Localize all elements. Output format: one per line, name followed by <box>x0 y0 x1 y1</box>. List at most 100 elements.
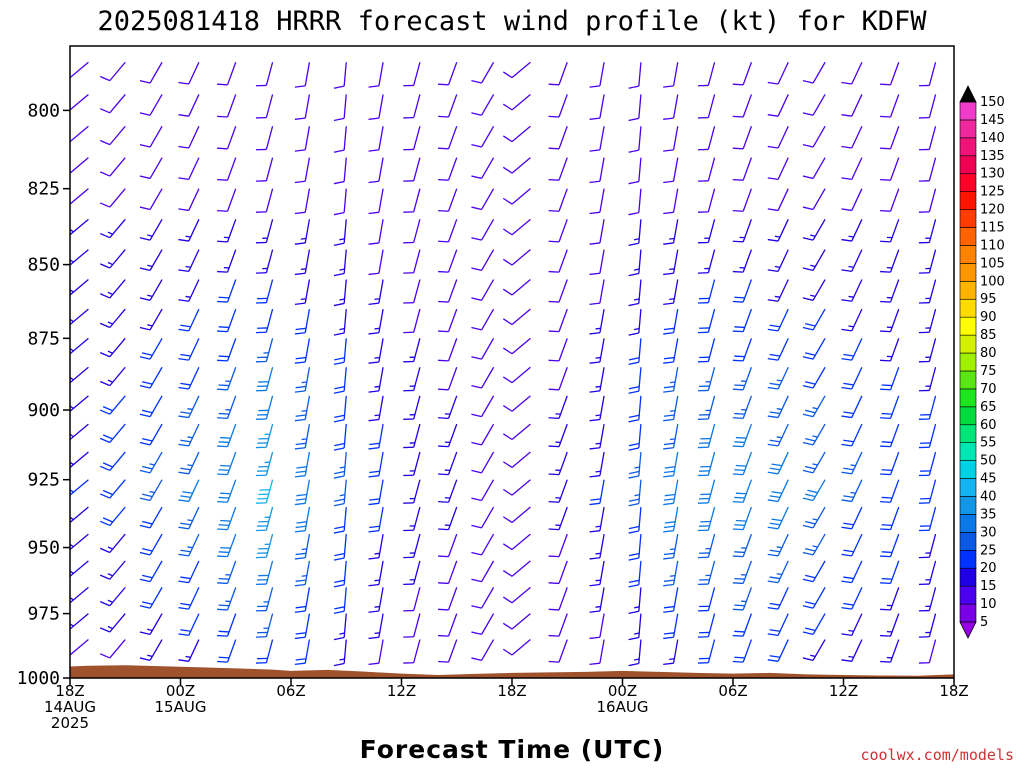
barb-full <box>880 500 891 503</box>
wind-barb <box>217 308 237 333</box>
wind-barb <box>880 533 900 558</box>
barb-half <box>374 605 380 608</box>
y-tick-label: 850 <box>27 255 60 276</box>
barb-staff <box>928 338 937 362</box>
wind-barb <box>767 639 789 662</box>
wind-barb <box>663 219 679 245</box>
barb-full <box>70 323 71 325</box>
wind-barb <box>70 279 89 296</box>
barb-full <box>732 473 744 476</box>
wind-barb <box>548 157 568 181</box>
barb-full <box>732 209 744 212</box>
barb-full <box>732 147 744 150</box>
barb-staff <box>226 613 237 637</box>
wind-barb <box>880 249 900 273</box>
barb-staff <box>481 94 495 116</box>
barb-full <box>502 516 513 524</box>
barb-staff <box>382 677 384 678</box>
barb-staff <box>413 157 421 182</box>
barb-staff <box>511 337 531 355</box>
barb-staff <box>226 639 237 663</box>
barb-staff <box>413 639 421 663</box>
barb-staff <box>304 587 311 612</box>
barb-staff <box>378 395 384 420</box>
barb-full <box>589 272 600 276</box>
wind-barb <box>732 506 753 531</box>
wind-barb <box>178 94 200 117</box>
barb-full <box>139 267 151 272</box>
wind-barb <box>697 587 716 612</box>
barb-full <box>767 499 779 503</box>
wind-barb <box>217 188 237 212</box>
barb-staff <box>599 533 605 558</box>
wind-barb <box>802 308 826 331</box>
barb-full <box>663 361 674 364</box>
wind-barb <box>767 479 789 503</box>
barb-staff <box>304 126 311 150</box>
barb-staff <box>851 560 863 583</box>
barb-full <box>295 658 307 661</box>
colorbar-segment <box>959 370 977 390</box>
barb-full <box>471 267 482 272</box>
barb-staff <box>188 639 200 662</box>
wind-barb <box>802 639 826 661</box>
barb-full <box>802 441 814 446</box>
barb-staff <box>777 587 789 610</box>
barb-staff <box>304 157 311 182</box>
barb-full <box>218 326 230 329</box>
barb-half <box>301 409 307 412</box>
wind-barb <box>368 423 384 450</box>
wind-barb <box>471 94 495 116</box>
barb-full <box>767 659 779 662</box>
barb-full <box>548 330 560 333</box>
barb-staff <box>149 395 163 417</box>
wind-barb <box>732 94 753 118</box>
barb-full <box>841 659 852 662</box>
barb-half <box>848 655 854 658</box>
barb-staff <box>109 479 126 499</box>
barb-full <box>663 610 674 613</box>
barb-full <box>180 602 191 606</box>
wind-barb <box>589 479 605 506</box>
barb-staff <box>343 451 347 477</box>
barb-half <box>595 525 601 528</box>
barb-staff <box>188 61 200 85</box>
barb-staff <box>511 451 531 468</box>
barb-full <box>502 71 513 79</box>
colorbar-segment <box>959 514 977 533</box>
barb-staff <box>378 308 384 333</box>
barb-staff <box>149 479 163 501</box>
barb-full <box>180 522 191 526</box>
wind-barb <box>880 587 900 611</box>
barb-full <box>178 633 189 636</box>
barb-staff <box>511 533 531 551</box>
wind-barb <box>589 308 605 335</box>
wind-barb <box>294 395 311 422</box>
barb-full <box>590 498 601 501</box>
barb-full <box>589 149 600 152</box>
barb-full <box>880 608 891 611</box>
barb-staff <box>707 639 716 663</box>
barb-staff <box>124 677 126 678</box>
wind-barb <box>663 451 679 478</box>
barb-staff <box>812 395 826 417</box>
barb-half <box>374 356 380 359</box>
barb-staff <box>889 613 900 637</box>
wind-barb <box>880 423 900 448</box>
barb-staff <box>188 423 200 447</box>
wind-barb <box>628 534 642 561</box>
barb-full <box>802 206 814 211</box>
wind-barb <box>333 506 347 534</box>
barb-full <box>548 147 560 150</box>
barb-full <box>841 553 852 557</box>
barb-full <box>438 700 448 701</box>
wind-barb <box>841 639 863 662</box>
barb-full <box>548 359 560 362</box>
barb-staff <box>188 587 200 610</box>
colorbar-segment <box>959 549 977 569</box>
wind-barb <box>918 62 937 87</box>
barb-staff <box>599 219 605 244</box>
wind-barb <box>368 308 384 335</box>
wind-barb <box>403 395 421 420</box>
barb-full <box>663 418 674 422</box>
